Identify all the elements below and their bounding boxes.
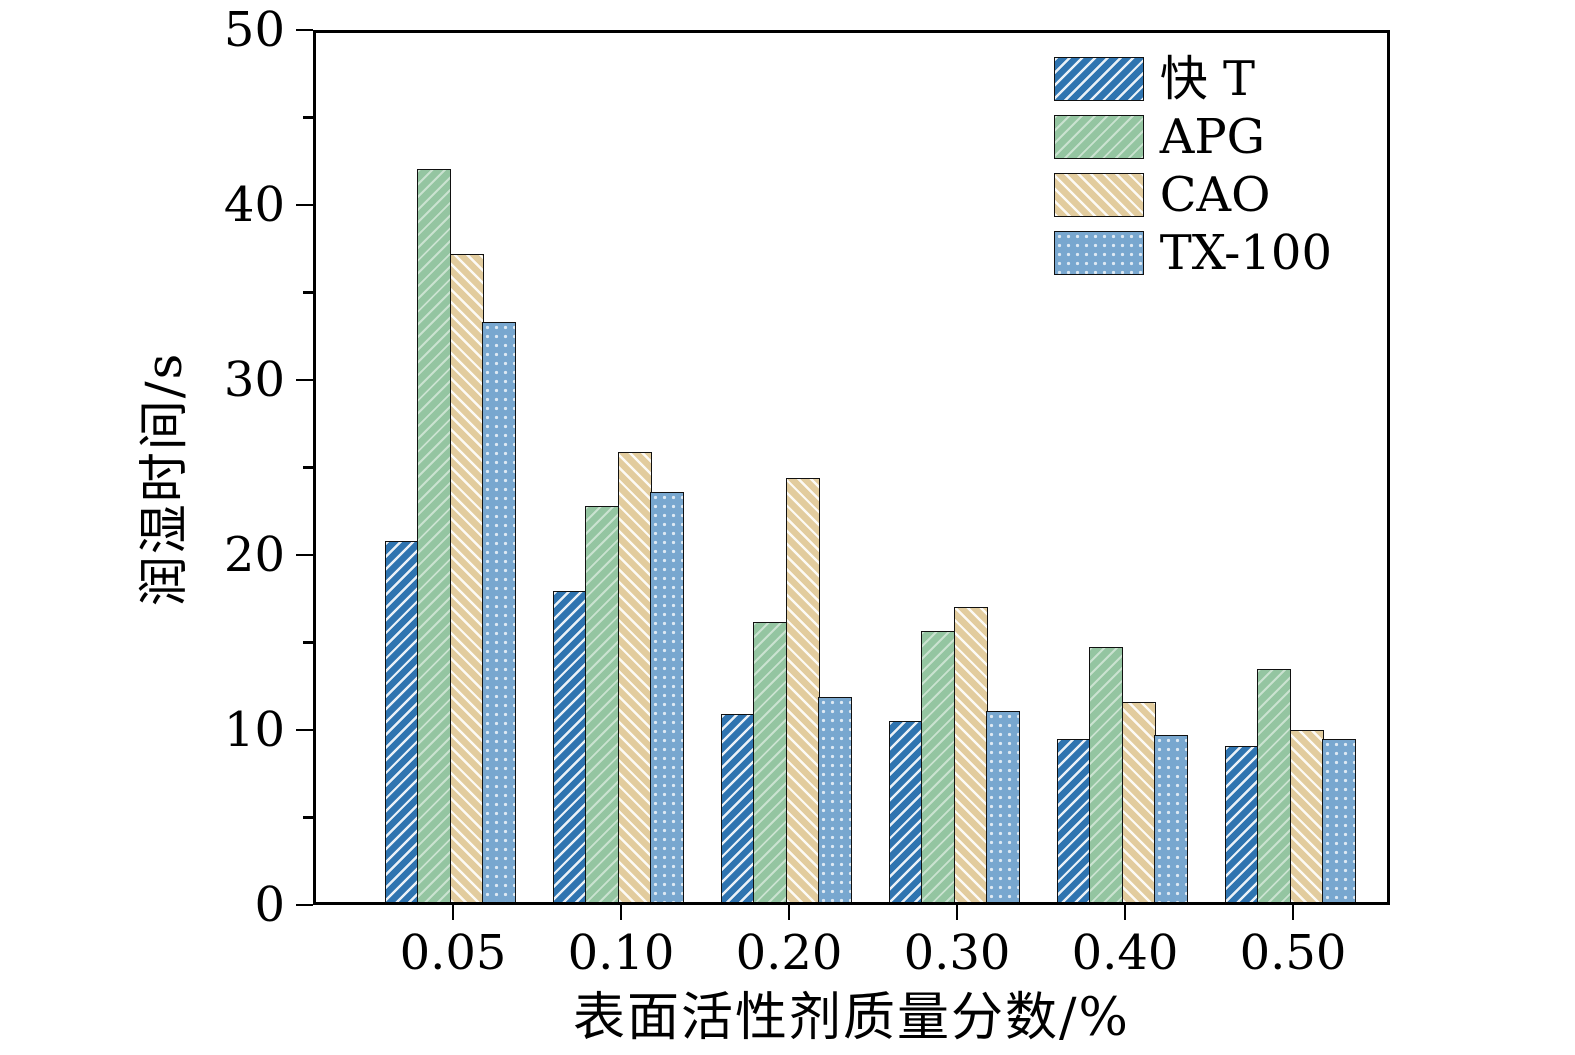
- bar-group-0.30: [889, 606, 1025, 902]
- x-tick-label-0.20: 0.20: [735, 925, 843, 981]
- x-axis: 0.05 0.10 0.20 0.30 0.40 0.50: [313, 905, 1390, 1015]
- bar-快T-0.10: [553, 590, 587, 902]
- x-tick-0.50: [1291, 905, 1295, 920]
- bar-TX-100-0.40: [1154, 735, 1189, 902]
- y-minor-tick-45: [303, 116, 313, 119]
- y-minor-tick-35: [303, 291, 313, 294]
- bar-快T-0.20: [721, 714, 755, 902]
- y-tick-50: [296, 28, 313, 32]
- y-tick-label-10: 10: [223, 702, 285, 758]
- bar-group-0.05: [385, 168, 521, 902]
- bar-APG-0.10: [585, 505, 620, 902]
- legend-label-APG: APG: [1159, 109, 1265, 165]
- bar-group-0.20: [721, 477, 857, 902]
- x-tick-0.30: [955, 905, 959, 920]
- x-axis-title: 表面活性剂质量分数/%: [573, 988, 1130, 1048]
- x-tick-label-0.50: 0.50: [1239, 925, 1347, 981]
- y-tick-30: [296, 378, 313, 382]
- x-tick-label-0.10: 0.10: [567, 925, 675, 981]
- legend-swatch-APG: [1053, 115, 1144, 159]
- y-tick-label-20: 20: [223, 527, 285, 583]
- y-minor-tick-25: [303, 466, 313, 469]
- x-tick-0.20: [787, 905, 791, 920]
- legend: 快 T APG CAO TX-100: [1053, 51, 1332, 281]
- bar-快T-0.40: [1057, 738, 1091, 902]
- bar-APG-0.30: [921, 630, 956, 902]
- bar-APG-0.50: [1257, 669, 1292, 902]
- bar-快T-0.05: [385, 540, 419, 902]
- bar-CAO-0.30: [953, 606, 988, 902]
- bar-group-0.40: [1057, 646, 1193, 902]
- bar-CAO-0.10: [617, 451, 652, 902]
- y-tick-label-0: 0: [254, 877, 285, 933]
- bar-APG-0.20: [753, 622, 788, 902]
- legend-swatch-TX-100: [1053, 231, 1144, 275]
- x-tick-label-0.40: 0.40: [1071, 925, 1179, 981]
- bar-CAO-0.05: [449, 253, 484, 902]
- y-tick-10: [296, 728, 313, 732]
- y-tick-20: [296, 553, 313, 557]
- x-tick-0.10: [619, 905, 623, 920]
- y-tick-0: [296, 903, 313, 907]
- bar-group-0.10: [553, 451, 689, 902]
- x-tick-0.05: [451, 905, 455, 920]
- bar-快T-0.30: [889, 721, 923, 902]
- legend-label-快T: 快 T: [1159, 51, 1255, 107]
- x-tick-label-0.05: 0.05: [399, 925, 507, 981]
- x-tick-0.40: [1123, 905, 1127, 920]
- y-axis: 0 10 20 30 40 50: [0, 6, 313, 929]
- legend-swatch-CAO: [1053, 173, 1144, 217]
- y-minor-tick-15: [303, 641, 313, 644]
- bar-快T-0.50: [1225, 745, 1259, 902]
- bar-CAO-0.50: [1289, 729, 1324, 902]
- legend-label-CAO: CAO: [1159, 167, 1271, 223]
- plot-area: 快 T APG CAO TX-100: [313, 30, 1390, 905]
- bar-TX-100-0.10: [650, 491, 685, 902]
- bar-TX-100-0.20: [818, 696, 853, 902]
- bar-CAO-0.40: [1121, 702, 1156, 902]
- y-minor-tick-5: [303, 816, 313, 819]
- legend-item-TX-100: TX-100: [1053, 225, 1332, 281]
- x-tick-label-0.30: 0.30: [903, 925, 1011, 981]
- y-tick-label-50: 50: [223, 2, 285, 58]
- legend-item-快T: 快 T: [1053, 51, 1332, 107]
- bar-APG-0.05: [417, 168, 452, 902]
- legend-label-TX-100: TX-100: [1159, 225, 1332, 281]
- y-tick-label-40: 40: [223, 177, 285, 233]
- bar-TX-100-0.05: [482, 321, 517, 902]
- bar-group-0.50: [1225, 669, 1361, 902]
- legend-item-CAO: CAO: [1053, 167, 1332, 223]
- y-tick-40: [296, 203, 313, 207]
- legend-item-APG: APG: [1053, 109, 1332, 165]
- bar-CAO-0.20: [785, 477, 820, 902]
- legend-swatch-快T: [1053, 57, 1144, 101]
- bar-TX-100-0.30: [986, 710, 1021, 902]
- y-tick-label-30: 30: [223, 352, 285, 408]
- bar-TX-100-0.50: [1322, 738, 1357, 902]
- bar-APG-0.40: [1089, 646, 1124, 902]
